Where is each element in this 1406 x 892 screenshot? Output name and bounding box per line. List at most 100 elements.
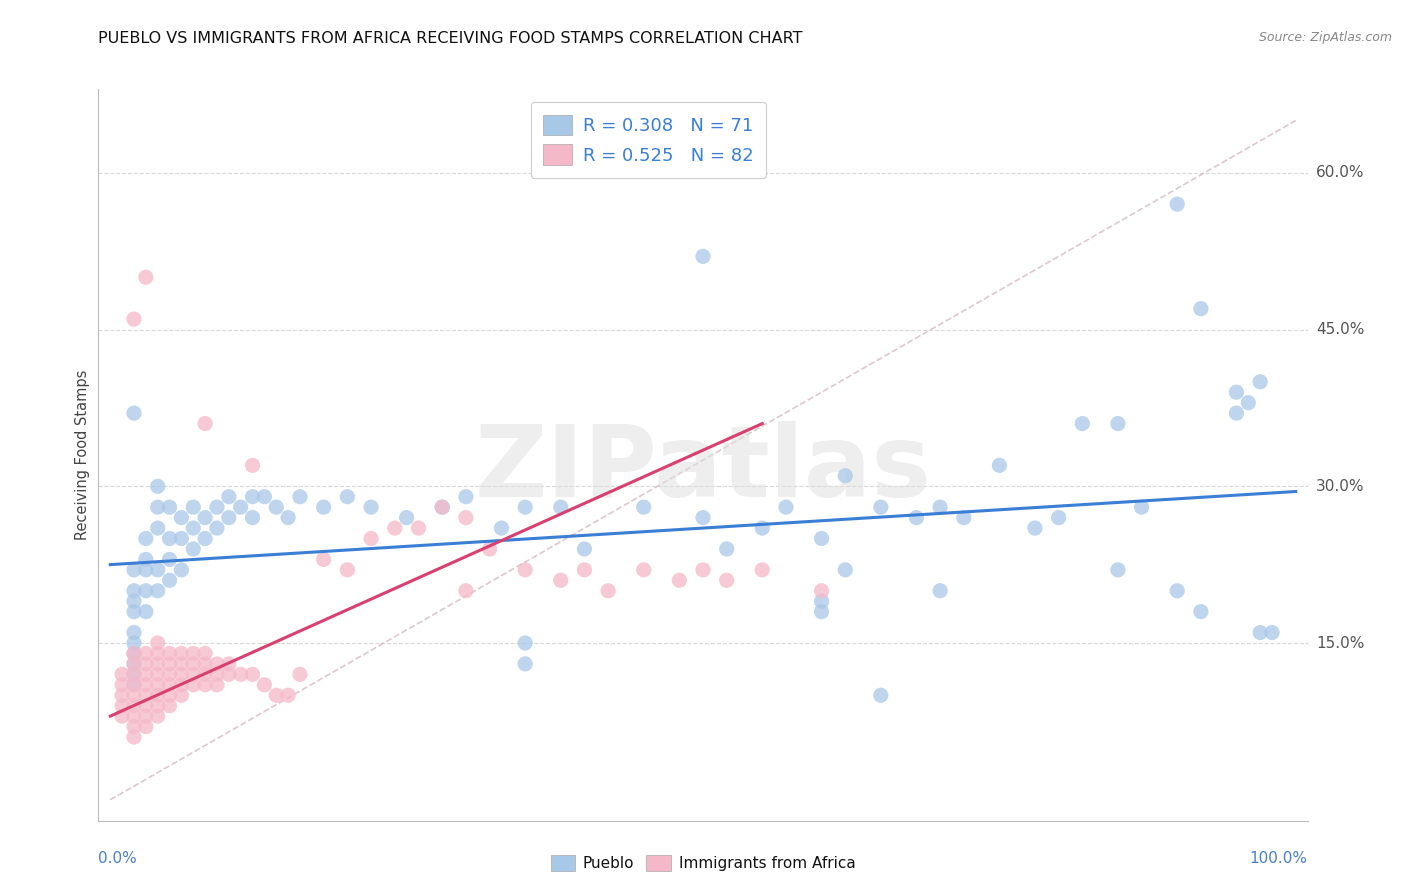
Point xyxy=(111,698,134,713)
Point xyxy=(170,563,193,577)
Point xyxy=(1130,500,1153,515)
Point xyxy=(159,532,181,546)
Point xyxy=(122,657,145,671)
Point xyxy=(574,541,596,556)
Point xyxy=(929,500,952,515)
Point xyxy=(205,521,228,535)
Point xyxy=(146,500,169,515)
Point xyxy=(135,657,157,671)
Point xyxy=(229,667,252,681)
Point xyxy=(1107,417,1129,431)
Point xyxy=(146,678,169,692)
Point xyxy=(454,490,477,504)
Point xyxy=(264,500,287,515)
Point xyxy=(775,500,797,515)
Point xyxy=(135,688,157,702)
Point xyxy=(122,625,145,640)
Point xyxy=(122,730,145,744)
Point xyxy=(194,647,217,661)
Point xyxy=(146,636,169,650)
Point xyxy=(135,647,157,661)
Legend: R = 0.308   N = 71, R = 0.525   N = 82: R = 0.308 N = 71, R = 0.525 N = 82 xyxy=(530,102,766,178)
Point xyxy=(810,532,832,546)
Point xyxy=(432,500,454,515)
Point xyxy=(1237,395,1260,409)
Point xyxy=(395,510,418,524)
Point xyxy=(122,583,145,598)
Point xyxy=(170,667,193,681)
Point xyxy=(716,541,738,556)
Point xyxy=(194,510,217,524)
Point xyxy=(515,563,537,577)
Point xyxy=(218,657,240,671)
Point xyxy=(360,500,382,515)
Point xyxy=(336,490,359,504)
Point xyxy=(384,521,406,535)
Point xyxy=(111,678,134,692)
Point xyxy=(1024,521,1046,535)
Point xyxy=(170,657,193,671)
Point xyxy=(159,698,181,713)
Text: Source: ZipAtlas.com: Source: ZipAtlas.com xyxy=(1258,31,1392,45)
Point xyxy=(1166,197,1188,211)
Point xyxy=(181,678,204,692)
Point xyxy=(146,479,169,493)
Point xyxy=(170,647,193,661)
Point xyxy=(135,583,157,598)
Point xyxy=(869,688,891,702)
Point xyxy=(716,574,738,588)
Point xyxy=(1189,301,1212,316)
Point xyxy=(122,594,145,608)
Point xyxy=(205,500,228,515)
Point xyxy=(598,583,620,598)
Point xyxy=(122,312,145,326)
Point xyxy=(1225,385,1247,400)
Point xyxy=(408,521,430,535)
Point xyxy=(1249,625,1271,640)
Point xyxy=(135,605,157,619)
Point xyxy=(242,490,264,504)
Point xyxy=(159,688,181,702)
Point xyxy=(288,667,311,681)
Point xyxy=(111,688,134,702)
Point xyxy=(454,510,477,524)
Point xyxy=(1225,406,1247,420)
Point xyxy=(159,678,181,692)
Point xyxy=(135,678,157,692)
Point xyxy=(810,605,832,619)
Text: PUEBLO VS IMMIGRANTS FROM AFRICA RECEIVING FOOD STAMPS CORRELATION CHART: PUEBLO VS IMMIGRANTS FROM AFRICA RECEIVI… xyxy=(98,31,803,46)
Point xyxy=(170,678,193,692)
Point xyxy=(146,583,169,598)
Point xyxy=(122,688,145,702)
Point xyxy=(194,678,217,692)
Point xyxy=(170,532,193,546)
Point xyxy=(205,667,228,681)
Point xyxy=(181,667,204,681)
Point xyxy=(454,583,477,598)
Text: 100.0%: 100.0% xyxy=(1250,851,1308,866)
Point xyxy=(122,406,145,420)
Point xyxy=(122,698,145,713)
Point xyxy=(122,720,145,734)
Point xyxy=(692,249,714,263)
Point xyxy=(146,521,169,535)
Point xyxy=(159,552,181,566)
Point xyxy=(1261,625,1284,640)
Point xyxy=(336,563,359,577)
Point xyxy=(952,510,974,524)
Point xyxy=(288,490,311,504)
Point xyxy=(135,720,157,734)
Point xyxy=(515,657,537,671)
Point xyxy=(432,500,454,515)
Point xyxy=(159,500,181,515)
Point xyxy=(515,636,537,650)
Point xyxy=(277,688,299,702)
Point xyxy=(253,678,276,692)
Point xyxy=(146,647,169,661)
Point xyxy=(869,500,891,515)
Text: 0.0%: 0.0% xyxy=(98,851,138,866)
Point xyxy=(1189,605,1212,619)
Point xyxy=(1107,563,1129,577)
Point xyxy=(194,417,217,431)
Point xyxy=(122,657,145,671)
